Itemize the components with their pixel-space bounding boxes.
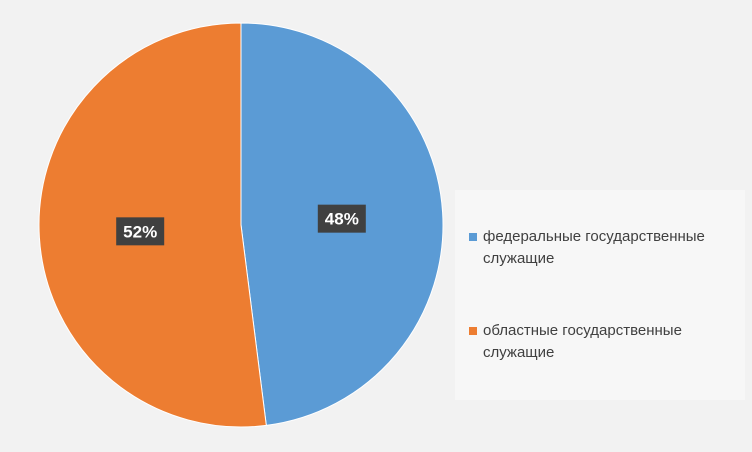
label-box xyxy=(116,217,165,246)
legend-label: федеральные государственные служащие xyxy=(483,228,705,267)
data-label: 52% xyxy=(123,222,157,241)
legend-swatch xyxy=(469,327,477,335)
legend-item: областные государственные служащие xyxy=(469,320,735,364)
legend-item: федеральные государственные служащие xyxy=(469,226,735,270)
data-label: 48% xyxy=(325,210,359,229)
legend-swatch xyxy=(469,233,477,241)
legend: федеральные государственные служащие обла… xyxy=(455,190,745,400)
label-box xyxy=(317,204,366,233)
legend-label: областные государственные служащие xyxy=(483,322,682,361)
